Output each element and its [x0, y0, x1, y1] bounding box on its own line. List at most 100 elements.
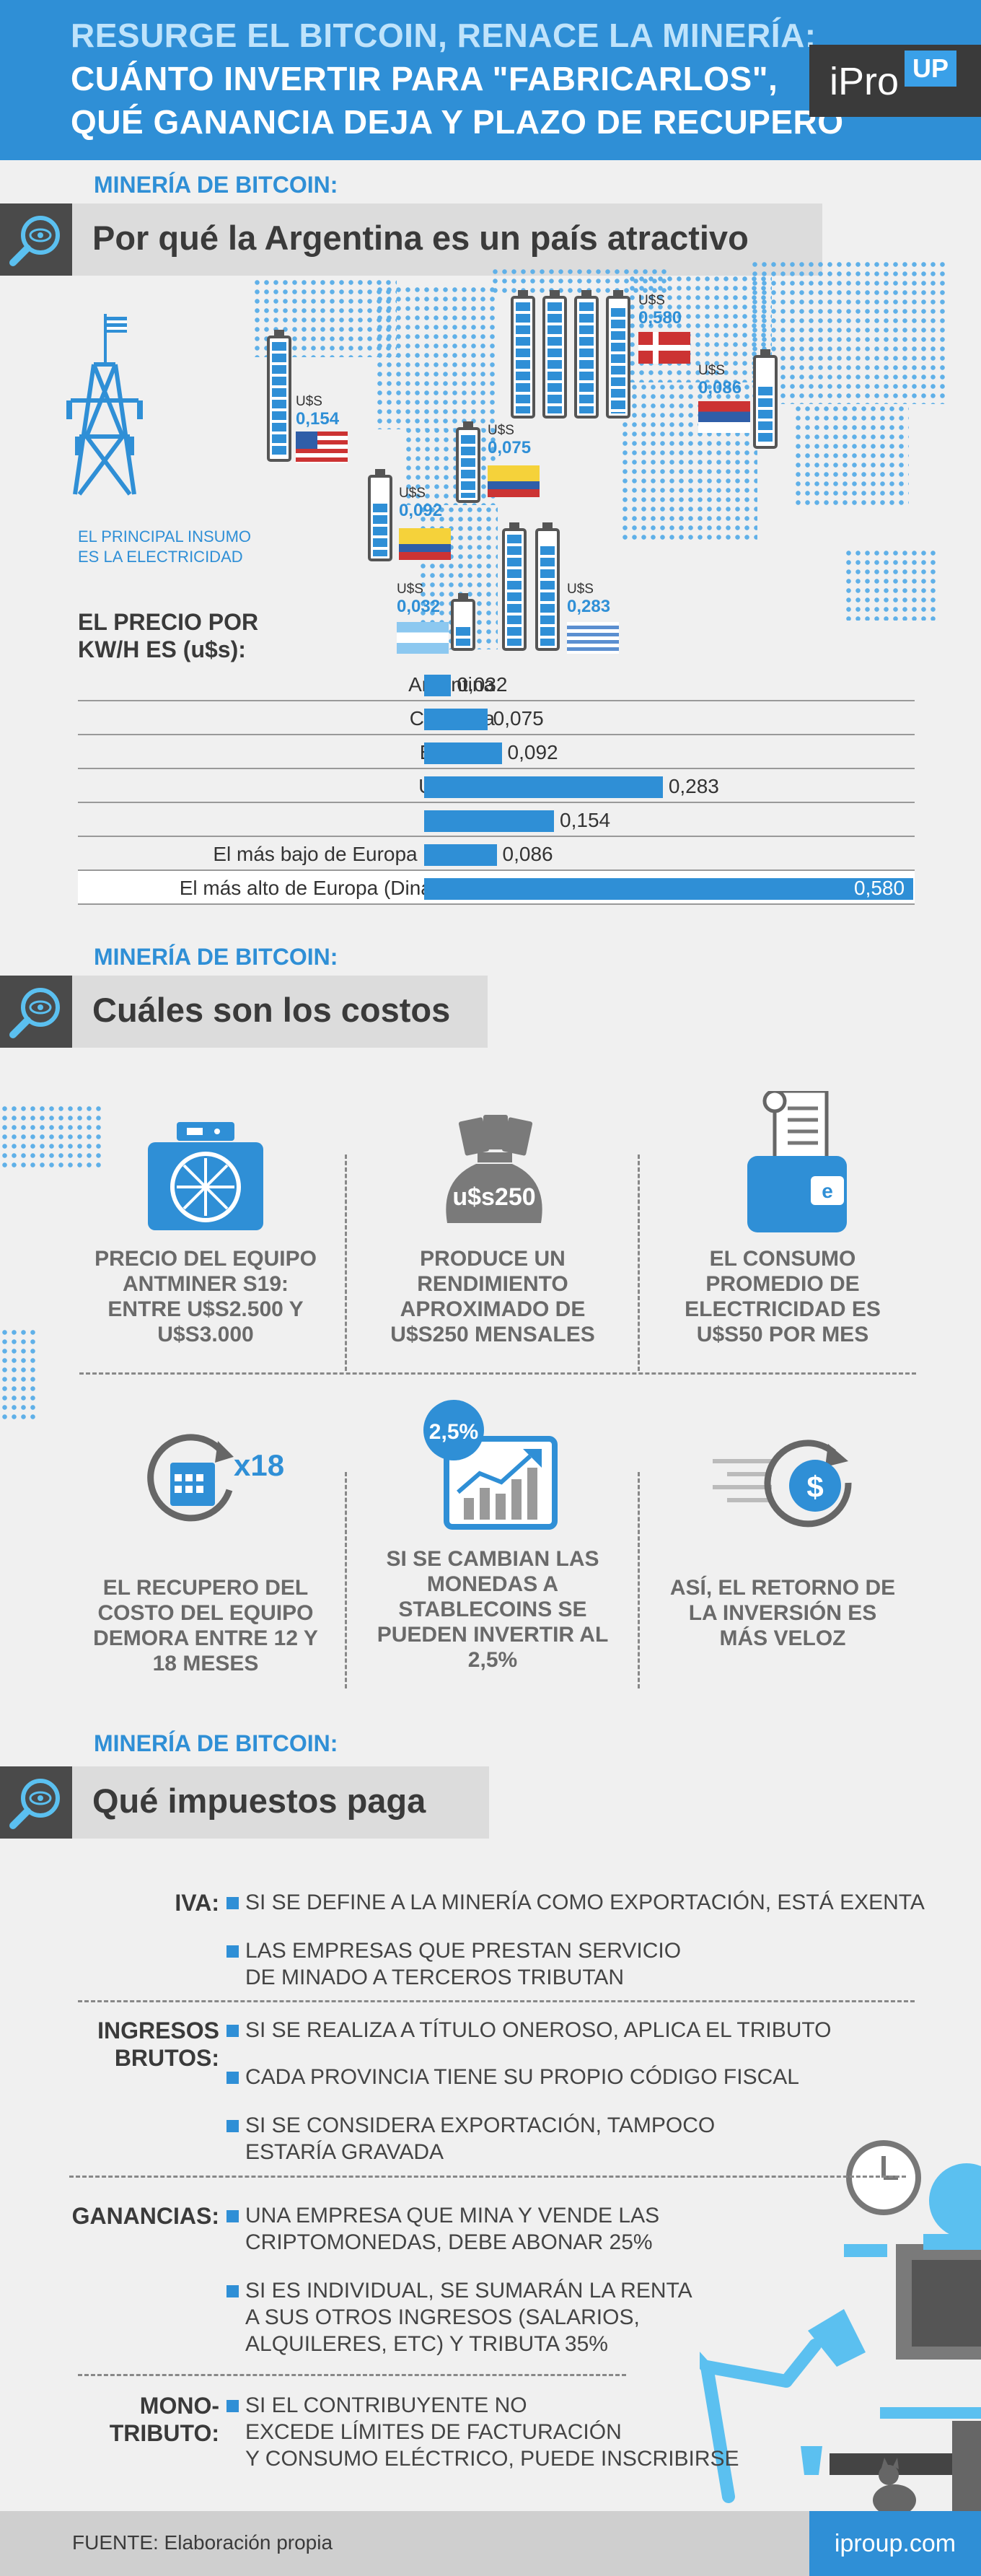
chart-value-label: 0,283	[668, 775, 719, 797]
row-divider	[78, 2000, 915, 2002]
chart-value-label: 0,580	[854, 877, 905, 899]
tax-mono-item-1: SI EL CONTRIBUYENTE NO EXCEDE LÍMITES DE…	[226, 2392, 739, 2472]
cost-text-stablecoins: SI SE CAMBIAN LAS MONEDAS A STABLECOINS …	[377, 1547, 609, 1672]
section3-title-bar	[0, 1766, 489, 1839]
world-map-dots	[844, 548, 938, 621]
mining-desk-illustration	[688, 2136, 981, 2516]
calendar-refresh-icon: x18	[144, 1432, 289, 1530]
battery-uruguay-icon-1	[502, 522, 527, 651]
svg-text:e: e	[822, 1180, 833, 1202]
iproup-logo: iPro UP	[809, 45, 981, 117]
multiplier-x18: x18	[234, 1448, 284, 1482]
column-divider	[638, 1155, 640, 1371]
price-label-line-1: EL PRECIO POR	[78, 609, 259, 635]
chart-bar	[424, 742, 502, 764]
flag-dinamarca-icon	[638, 332, 690, 364]
logo-badge: UP	[905, 51, 956, 87]
price-chart-label: EL PRECIO POR KW/H ES (u$s):	[78, 608, 258, 663]
electric-bill-wallet-icon: e	[743, 1089, 851, 1239]
cost-text-electricity: EL CONSUMO PROMEDIO DE ELECTRICIDAD ES U…	[685, 1247, 881, 1346]
battery-argentina-icon	[451, 593, 475, 651]
currency-label: U$S	[397, 582, 423, 597]
chart-row: Argentina 0,032	[78, 667, 915, 701]
logo-text: iPro	[830, 60, 899, 103]
chart-bar	[424, 844, 497, 866]
chart-bar	[424, 810, 555, 832]
currency-label: U$S	[399, 486, 426, 501]
row-divider	[69, 2176, 906, 2178]
magnifier-eye-icon	[0, 203, 72, 276]
currency-label: U$S	[638, 293, 665, 308]
world-map-dots	[793, 404, 909, 505]
chart-row: EE.UU.0,154	[78, 803, 915, 837]
price-usa-value: 0,154	[296, 409, 340, 429]
tax-label-ingresos-brutos: INGRESOS BRUTOS:	[97, 2018, 219, 2071]
chart-value-label: 0,032	[457, 673, 508, 696]
section3-title: Qué impuestos paga	[92, 1782, 426, 1820]
cost-text-recovery: EL RECUPERO DEL COSTO DEL EQUIPO DEMORA …	[93, 1576, 318, 1675]
svg-text:$: $	[806, 1470, 823, 1504]
chart-category-label: Argentina	[408, 673, 495, 696]
battery-dinamarca-icon-3	[574, 290, 599, 419]
tax-ib-item-3: SI SE CONSIDERA EXPORTACIÓN, TAMPOCO EST…	[226, 2112, 715, 2165]
chart-row: Ecuador0,092	[78, 735, 915, 769]
tax-gan-item-1: UNA EMPRESA QUE MINA Y VENDE LAS CRIPTOM…	[226, 2202, 659, 2256]
chart-bar	[424, 709, 488, 730]
flag-colombia-icon	[488, 465, 540, 497]
growth-chart-icon: 2,5%	[422, 1398, 566, 1535]
battery-dinamarca-icon-2	[542, 290, 567, 419]
world-map-dots	[0, 1328, 36, 1421]
battery-serbia-icon	[753, 349, 778, 449]
fast-dollar-icon: $	[707, 1440, 866, 1537]
chart-bar	[424, 675, 452, 696]
chart-value-label: 0,154	[560, 809, 611, 831]
price-ecuador-value: 0,092	[399, 501, 443, 520]
battery-colombia-icon	[456, 421, 480, 503]
flag-serbia-icon	[698, 401, 750, 433]
insumo-text: EL PRINCIPAL INSUMO ES LA ELECTRICIDAD	[78, 527, 252, 566]
section2-title-bar	[0, 976, 488, 1048]
price-serbia-value: 0,086	[698, 378, 742, 398]
price-usa: U$S 0,154	[296, 393, 339, 428]
price-dinamarca-value: 0,580	[638, 308, 682, 328]
price-argentina: U$S 0,032	[397, 581, 440, 615]
section2-kicker: MINERÍA DE BITCOIN:	[94, 944, 338, 970]
price-uruguay-value: 0,283	[567, 597, 611, 616]
column-divider	[345, 1155, 347, 1371]
price-uruguay: U$S 0,283	[567, 581, 610, 615]
section1-title-bar	[0, 203, 822, 276]
chart-bar	[424, 878, 913, 900]
section1-kicker: MINERÍA DE BITCOIN:	[94, 172, 338, 198]
tax-label-ganancias: GANANCIAS:	[71, 2203, 219, 2229]
flag-argentina-icon	[397, 622, 449, 654]
section3-kicker: MINERÍA DE BITCOIN:	[94, 1730, 338, 1756]
footer-site-link[interactable]: iproup.com	[809, 2511, 981, 2576]
currency-label: U$S	[698, 363, 725, 378]
price-serbia: U$S 0,086	[698, 362, 742, 397]
world-map-dots	[375, 285, 498, 429]
tax-ib-item-2: CADA PROVINCIA TIENE SU PROPIO CÓDIGO FI…	[226, 2064, 799, 2090]
world-map-dots	[628, 274, 772, 382]
tax-label-iva: IVA:	[175, 1890, 219, 1916]
headline-line-1: RESURGE EL BITCOIN, RENACE LA MINERÍA:	[71, 17, 817, 54]
tax-gan-item-2: SI ES INDIVIDUAL, SE SUMARÁN LA RENTA A …	[226, 2277, 692, 2357]
cost-text-equipment: PRECIO DEL EQUIPO ANTMINER S19: ENTRE U$…	[94, 1247, 317, 1346]
insumo-caption: EL PRINCIPAL INSUMO ES LA ELECTRICIDAD	[78, 527, 251, 567]
section2-title: Cuáles son los costos	[92, 991, 451, 1029]
chart-value-label: 0,092	[507, 741, 558, 763]
battery-uruguay-icon-2	[535, 522, 560, 651]
price-colombia-value: 0,075	[488, 438, 532, 457]
section1-title: Por qué la Argentina es un país atractiv…	[92, 219, 749, 257]
row-divider	[78, 2374, 626, 2376]
money-bag-icon: u$s250	[433, 1115, 555, 1227]
header-banner: RESURGE EL BITCOIN, RENACE LA MINERÍA: C…	[0, 0, 981, 160]
currency-label: U$S	[567, 582, 594, 597]
percent-badge: 2,5%	[429, 1420, 478, 1444]
price-argentina-value: 0,032	[397, 597, 441, 616]
chart-row: El más bajo de Europa (Serbia) 0,086	[78, 837, 915, 871]
footer-source: FUENTE: Elaboración propia	[72, 2531, 333, 2554]
cost-text-return: ASÍ, EL RETORNO DE LA INVERSIÓN ES MÁS V…	[669, 1576, 896, 1650]
chart-value-label: 0,075	[493, 707, 544, 730]
headline-line-3: QUÉ GANANCIA DEJA Y PLAZO DE RECUPERO	[71, 103, 844, 141]
battery-dinamarca-icon-1	[511, 290, 535, 419]
